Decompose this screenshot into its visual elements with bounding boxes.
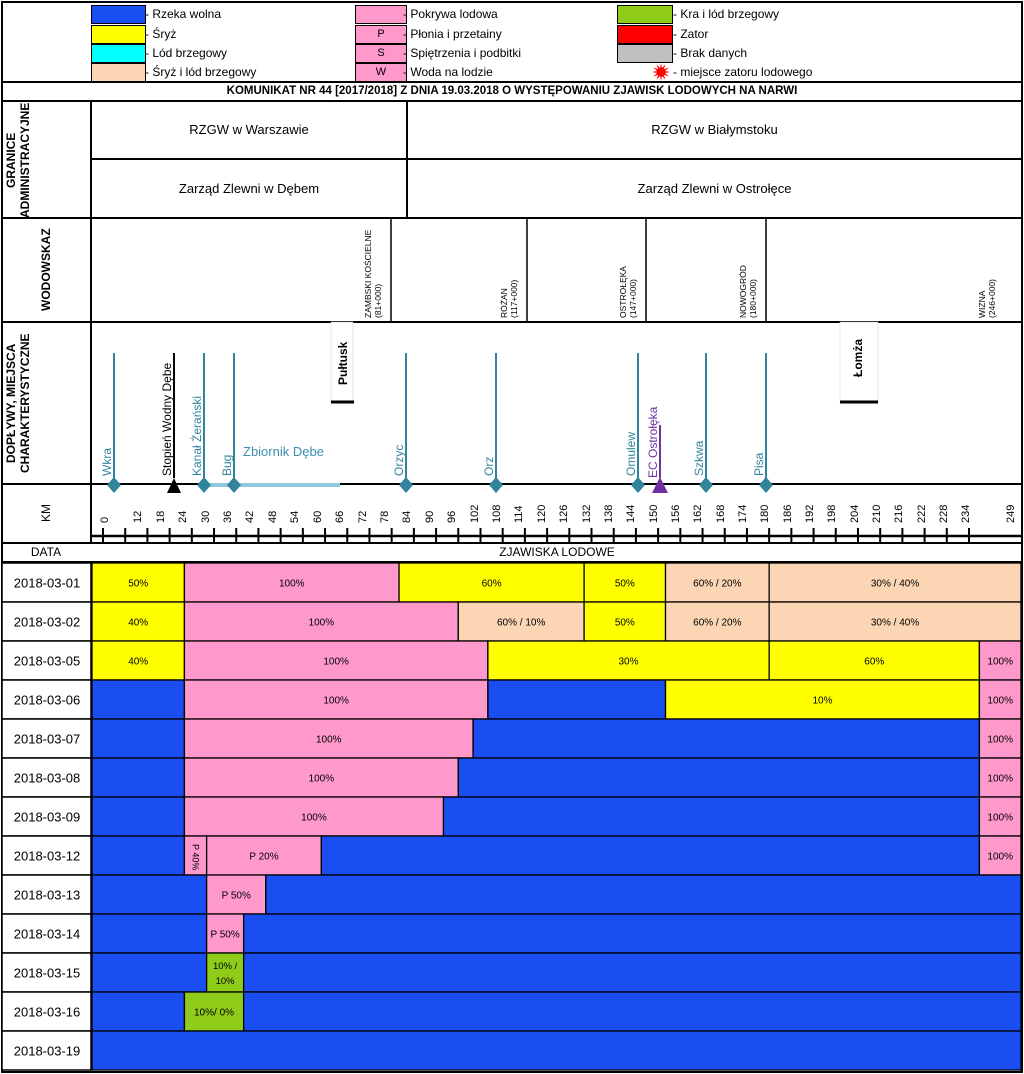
zarzad-debe: Zarząd Zlewni w Dębem [178,181,320,196]
legend-label: - miejsce zatoru lodowego [673,65,813,79]
legend-label: - Śryż [145,27,177,41]
divider [1,100,1023,102]
rzgw-warszawa: RZGW w Warszawie [189,122,309,137]
zarzad-ostroleka: Zarząd Zlewni w Ostrołęce [637,181,792,196]
date-column-header: DATA [30,545,62,559]
legend-swatch [91,63,146,82]
legend-swatch [91,44,146,63]
divider [406,100,408,218]
report-title: KOMUNIKAT NR 44 [2017/2018] Z DNIA 19.03… [226,85,798,97]
divider [1,321,1023,323]
divider [1,561,1023,563]
legend-label: - Pokrywa lodowa [403,7,498,21]
legend-label: - Spiętrzenia i podbitki [403,46,522,60]
legend-swatch [91,5,146,24]
ice-jam-marker-icon [652,63,670,81]
divider [1,483,1023,485]
legend-swatch: W [355,63,407,82]
phenomena-header: ZJAWISKA LODOWE [499,545,615,559]
legend-swatch: P [355,25,407,44]
admin-section-label: GRANICE ADMINISTRACYJNE [4,102,32,218]
legend-swatch: S [355,44,407,63]
legend-swatch [617,44,673,63]
legend-swatch [617,25,673,44]
legend-swatch [617,5,673,24]
legend-swatch [91,25,146,44]
tributaries-section-label: DOPŁYWY, MIEJSCA CHARAKTERYSTYCZNE [4,333,32,473]
rzgw-bialystok: RZGW w Białymstoku [651,122,778,137]
legend: - Rzeka wolna - Śryż - Lód brzegowy - Śryż … [0,0,1024,82]
legend-label: - Lód brzegowy [145,46,228,60]
legend-label: - Płonia i przetainy [403,27,502,41]
legend-label: - Brak danych [673,46,748,60]
legend-label: - Woda na lodzie [403,65,493,79]
divider [1,542,1023,544]
legend-label: - Rzeka wolna [145,7,222,21]
legend-label: - Śryż i lód brzegowy [145,65,257,79]
gauges-section-label: WODOWSKAZ [39,228,53,312]
legend-label: - Kra i lód brzegowy [673,7,780,21]
divider [91,158,1023,160]
legend-swatch [355,5,407,24]
divider [1,217,1023,219]
km-axis-label: KM [39,504,53,523]
divider [1,81,1023,83]
legend-label: - Zator [673,27,709,41]
